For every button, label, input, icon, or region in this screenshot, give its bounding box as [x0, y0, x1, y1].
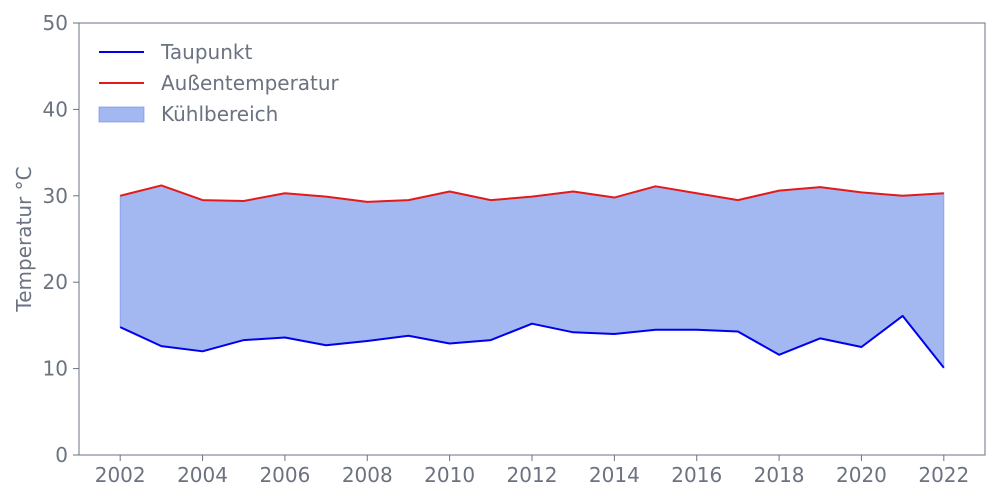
- series-2-point: [202, 199, 204, 201]
- legend-label: Außentemperatur: [161, 71, 340, 95]
- x-axis: 2002 2004 2006 2008 2010 2012 2014 2016 2018 2020…: [95, 455, 969, 487]
- series-2-point: [655, 185, 657, 187]
- series-2-point: [613, 197, 615, 199]
- series-1-line: [119, 314, 945, 369]
- series-1-point: [943, 367, 945, 369]
- x-tick-label: 2008: [342, 463, 393, 487]
- series-layer: [119, 184, 945, 369]
- y-tick-label: 40: [43, 97, 68, 121]
- x-tick-label: 2014: [589, 463, 640, 487]
- series-2-point: [284, 192, 286, 194]
- series-1-point: [325, 344, 327, 346]
- legend-label: Kühlbereich: [161, 102, 278, 126]
- legend-label: Taupunkt: [160, 40, 252, 64]
- y-tick-label: 30: [43, 184, 68, 208]
- series-1-point: [202, 350, 204, 352]
- series-1-point: [366, 340, 368, 342]
- series-2-point: [778, 190, 780, 192]
- y-tick-label: 10: [43, 357, 68, 381]
- series-1-point: [696, 329, 698, 331]
- series-1-point: [531, 323, 533, 325]
- series-2-point: [160, 184, 162, 186]
- series-2-point: [696, 192, 698, 194]
- series-1-point: [490, 339, 492, 341]
- series-2-point: [572, 190, 574, 192]
- y-tick-label: 50: [43, 11, 68, 35]
- series-2-point: [902, 195, 904, 197]
- series-2-point: [407, 199, 409, 201]
- series-2-point: [119, 195, 121, 197]
- x-tick-label: 2006: [259, 463, 310, 487]
- series-1-point: [613, 333, 615, 335]
- x-tick-label: 2020: [836, 463, 887, 487]
- series-1-point: [655, 329, 657, 331]
- series-1-point: [778, 354, 780, 356]
- series-2-point: [531, 196, 533, 198]
- series-2-point: [449, 190, 451, 192]
- legend-swatch-band: [98, 106, 145, 123]
- y-axis-label: Temperatur °C: [12, 166, 36, 312]
- series-1-point: [160, 345, 162, 347]
- series-2-point: [243, 200, 245, 202]
- series-1-point: [819, 337, 821, 339]
- x-tick-label: 2016: [671, 463, 722, 487]
- series-2-point: [325, 196, 327, 198]
- y-axis: 0 10 20 30 40 50: [43, 11, 79, 467]
- x-tick-label: 2004: [177, 463, 228, 487]
- series-1-point: [902, 315, 904, 317]
- series-1-point: [860, 346, 862, 348]
- series-2-point: [819, 186, 821, 188]
- y-tick-label: 0: [55, 443, 68, 467]
- legend: Taupunkt Außentemperatur Kühlbereich: [98, 40, 340, 126]
- x-tick-label: 2018: [754, 463, 805, 487]
- x-tick-label: 2012: [507, 463, 558, 487]
- series-2-point: [366, 201, 368, 203]
- series-1-point: [737, 330, 739, 332]
- series-1-point: [284, 337, 286, 339]
- series-1-point: [119, 326, 121, 328]
- x-tick-label: 2010: [424, 463, 475, 487]
- x-tick-label: 2022: [918, 463, 969, 487]
- series-2-point: [490, 199, 492, 201]
- series-1-point: [407, 335, 409, 337]
- y-tick-label: 20: [43, 270, 68, 294]
- series-2-point: [860, 191, 862, 193]
- x-tick-label: 2002: [95, 463, 146, 487]
- series-1-point: [449, 343, 451, 345]
- series-2-point: [943, 192, 945, 194]
- series-2-point: [737, 199, 739, 201]
- series-2-line: [119, 184, 944, 203]
- series-1-point: [572, 331, 574, 333]
- series-1-point: [243, 339, 245, 341]
